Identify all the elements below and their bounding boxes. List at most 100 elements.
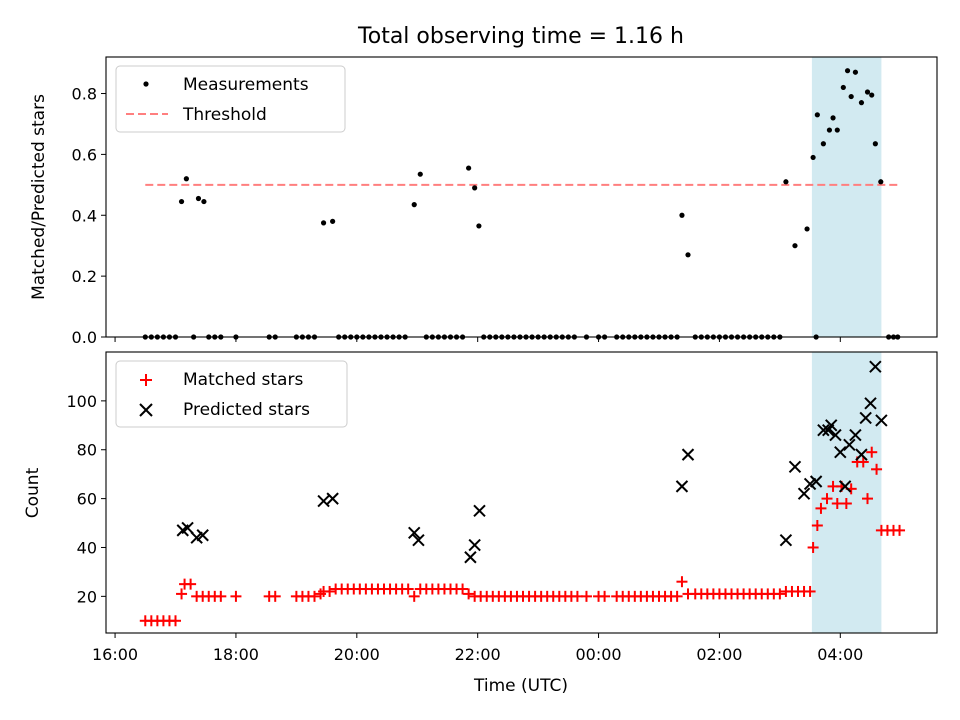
- predicted-star-point: [838, 480, 852, 493]
- matched-star-point: [408, 590, 420, 602]
- xtick-label: 22:00: [455, 645, 501, 664]
- top-legend-box: [115, 65, 346, 133]
- measurement-point: [820, 141, 826, 147]
- measurement-point: [685, 252, 691, 258]
- ytick-label: 40: [77, 538, 97, 557]
- measurement-point: [783, 179, 789, 185]
- predicted-star-point: [843, 438, 856, 452]
- measurement-point: [848, 93, 854, 100]
- measurement-point: [814, 112, 820, 118]
- legend-predicted-marker: [139, 403, 153, 417]
- ytick-label: 100: [66, 392, 97, 411]
- xtick-label: 02:00: [696, 645, 742, 664]
- measurement-point: [830, 115, 836, 121]
- predicted-star-point: [468, 538, 481, 552]
- predicted-star-point: [779, 533, 793, 547]
- ytick-label: 0.0: [72, 328, 97, 347]
- matched-star-point: [580, 590, 592, 602]
- predicted-star-point: [855, 448, 868, 461]
- predicted-star-point: [797, 487, 811, 500]
- xtick-label: 18:00: [213, 645, 259, 664]
- legend-predicted-label: Predicted stars: [183, 400, 310, 420]
- bottom-panel: 20 40 60 80 100 16:00 18:00 20:00 22:00 00:00 02:…: [23, 351, 938, 696]
- matched-star-point: [821, 493, 833, 505]
- predicted-star-point: [875, 414, 888, 427]
- measurement-point: [826, 127, 833, 133]
- measurement-point: [869, 92, 875, 98]
- bottom-ylabel: Count: [23, 467, 43, 518]
- top-legend: Measurements Threshold: [115, 65, 346, 133]
- matched-star-point: [807, 541, 819, 553]
- legend-matched-marker: [140, 374, 152, 386]
- predicted-star-point: [326, 492, 339, 505]
- top-axes-frame: [105, 56, 938, 338]
- xtick-label: 16:00: [92, 645, 138, 664]
- top-ylabel: Matched/Predicted stars: [29, 94, 49, 300]
- measurement-point: [878, 179, 884, 185]
- measurement-point: [201, 198, 207, 205]
- predicted-star-point: [809, 475, 823, 488]
- ytick-label: 0.2: [72, 267, 97, 286]
- bottom-xticks-group: 16:00 18:00 20:00 22:00 00:00 02:00 04:00: [92, 633, 863, 664]
- predicted-star-point: [859, 411, 872, 425]
- measurement-point: [840, 84, 846, 91]
- highlight-span-rect: [811, 352, 882, 633]
- matched-star-point: [215, 590, 227, 602]
- matched-star-point: [463, 588, 475, 600]
- matched-star-point: [309, 590, 321, 602]
- legend-measurements-marker: [143, 81, 149, 87]
- measurement-point: [679, 212, 685, 218]
- measurement-point: [411, 202, 417, 208]
- measurement-point: [804, 226, 810, 232]
- measurement-point: [872, 141, 878, 147]
- measurement-point: [858, 100, 865, 106]
- matched-star-point: [894, 524, 906, 536]
- predicted-star-point: [464, 551, 477, 564]
- predicted-star-point: [196, 529, 209, 542]
- measurement-point: [852, 69, 859, 75]
- measurement-point: [792, 243, 798, 249]
- highlight-span-rect: [811, 57, 882, 337]
- matched-star-point: [170, 615, 182, 627]
- predicted-star-point: [849, 428, 862, 442]
- ytick-label: 20: [77, 587, 97, 606]
- predicted-star-point: [181, 521, 194, 535]
- matched-star-point: [871, 463, 883, 475]
- matched-star-point: [840, 497, 852, 509]
- bottom-legend: Matched stars Predicted stars: [115, 360, 348, 428]
- matched-star-point: [861, 493, 873, 505]
- predicted-star-point: [317, 494, 330, 508]
- measurement-point: [466, 165, 472, 171]
- ytick-label: 60: [77, 490, 97, 509]
- matched-star-point: [230, 590, 242, 602]
- measurement-point: [476, 223, 482, 229]
- predicted-star-point: [869, 360, 882, 373]
- matched-star-point: [866, 446, 878, 458]
- predicted-star-point: [408, 526, 421, 540]
- measurement-point: [195, 195, 202, 202]
- bottom-xlabel: Time (UTC): [473, 676, 568, 696]
- top-panel: 0.00.20.40.60.8 Matched/Predicted stars …: [29, 56, 938, 347]
- legend-matched-label: Matched stars: [183, 370, 303, 390]
- matched-star-point: [811, 519, 823, 531]
- measurement-point: [472, 185, 478, 191]
- matched-star-point: [269, 590, 281, 602]
- matched-star-point: [185, 578, 197, 590]
- measurement-point: [810, 154, 816, 161]
- predicted-star-point: [473, 504, 486, 518]
- bottom-yticks-group: 20 40 60 80 100: [66, 392, 106, 606]
- matched-star-point: [324, 585, 336, 597]
- xtick-label: 00:00: [576, 645, 622, 664]
- predicted-star-point: [788, 460, 802, 474]
- ytick-label: 0.6: [72, 145, 97, 164]
- predicted-star-point: [834, 445, 847, 459]
- predicted-star-point: [675, 480, 689, 493]
- measurement-point: [183, 176, 189, 182]
- matched-star-point: [774, 588, 786, 600]
- measurement-point: [834, 127, 840, 133]
- matched-star-point: [804, 585, 816, 597]
- measurement-point: [844, 68, 851, 74]
- xtick-label: 04:00: [817, 645, 863, 664]
- xtick-label: 20:00: [334, 645, 380, 664]
